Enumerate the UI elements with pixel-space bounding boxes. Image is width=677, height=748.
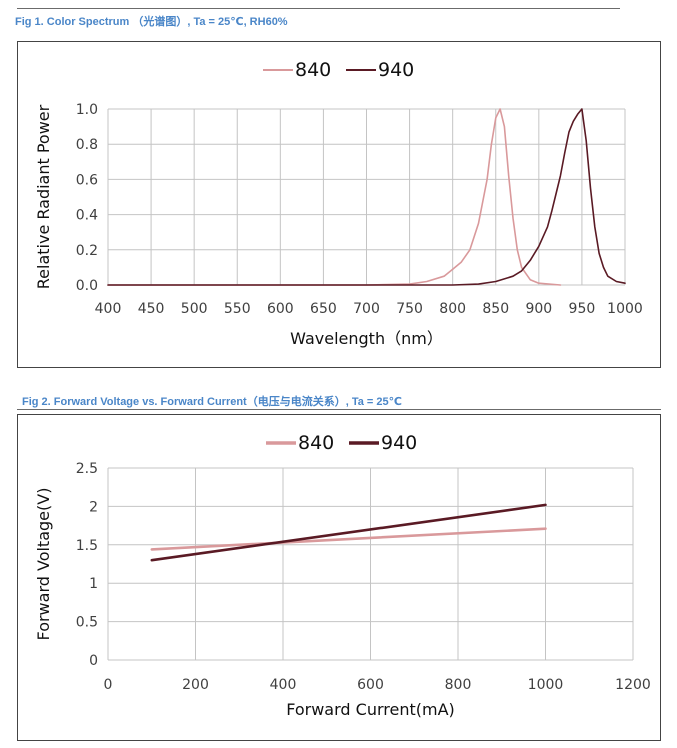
series-line-940 [106,107,626,286]
y-axis-title: Relative Radiant Power [34,104,53,289]
legend-label-940: 940 [378,59,414,81]
forward-voltage-chart: 0 0.5 1 1.5 2 2.5 0 200 400 600 800 1000 1200 Forward… [34,432,651,719]
x-tick-label: 800 [444,677,471,693]
x-axis-title: Wavelength（nm） [290,329,443,348]
figure-2-caption: Fig 2. Forward Voltage vs. Forward Curre… [22,396,402,408]
x-tick-label: 450 [137,301,164,317]
figure-1-chart-frame: 0.0 0.2 0.4 0.6 0.8 1.0 400 450 500 550 600 650 700 7… [17,41,661,368]
x-tick-label: 500 [180,301,207,317]
x-tick-label: 650 [310,301,337,317]
y-tick-label: 1 [89,576,98,592]
spectrum-chart: 0.0 0.2 0.4 0.6 0.8 1.0 400 450 500 550 600 650 700 7… [34,59,643,348]
x-tick-label: 850 [482,301,509,317]
x-tick-label: 550 [223,301,250,317]
series-line-840 [150,526,547,551]
x-axis-title: Forward Current(mA) [286,700,455,719]
legend-label-940: 940 [381,432,417,454]
y-tick-label: 0.8 [75,137,97,153]
figure-2-rule [17,409,661,410]
y-tick-label: 0 [89,653,98,669]
y-tick-label: 0.4 [75,207,97,223]
series-line-940 [150,503,547,561]
legend-label-840: 840 [295,59,331,81]
series-line-840 [106,107,561,286]
x-tick-label: 400 [94,301,121,317]
x-tick-label: 750 [396,301,423,317]
x-tick-label: 1200 [615,677,651,693]
legend-label-840: 840 [298,432,334,454]
figure-1-caption: Fig 1. Color Spectrum （光谱图）, Ta = 25℃, R… [15,16,288,28]
x-tick-label: 950 [568,301,595,317]
x-tick-label: 200 [182,677,209,693]
y-tick-label: 0.2 [75,242,97,258]
y-tick-label: 1.0 [75,102,97,118]
y-axis-title: Forward Voltage(V) [34,487,53,640]
x-tick-label: 1000 [607,301,643,317]
top-rule [17,8,620,9]
figure-2-chart-frame: 0 0.5 1 1.5 2 2.5 0 200 400 600 800 1000 1200 Forward… [17,414,661,741]
x-tick-label: 700 [353,301,380,317]
x-tick-label: 800 [439,301,466,317]
y-tick-label: 0.5 [75,614,97,630]
x-tick-label: 1000 [527,677,563,693]
y-tick-label: 0.6 [75,172,97,188]
y-tick-label: 2 [89,499,98,515]
x-tick-label: 600 [266,301,293,317]
x-tick-label: 0 [103,677,112,693]
x-tick-label: 600 [357,677,384,693]
y-tick-label: 1.5 [75,537,97,553]
y-tick-label: 2.5 [75,461,97,477]
x-tick-label: 900 [525,301,552,317]
x-tick-label: 400 [269,677,296,693]
y-tick-label: 0.0 [75,278,97,294]
